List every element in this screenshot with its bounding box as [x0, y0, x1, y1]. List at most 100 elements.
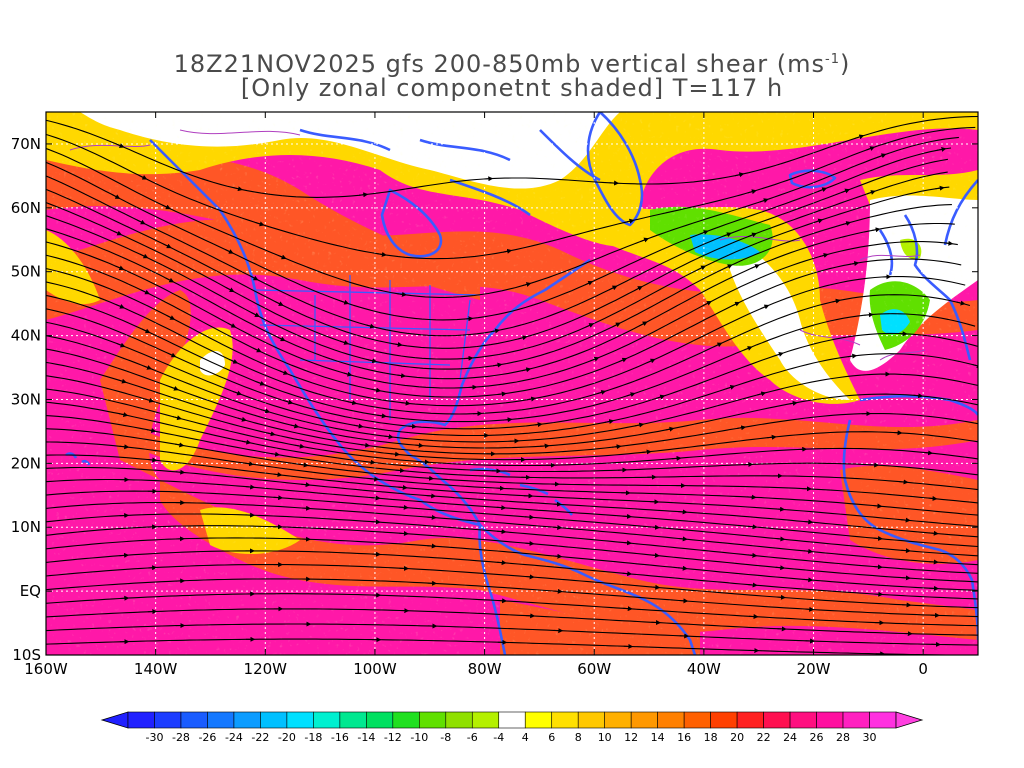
- streamline-arrow: [552, 524, 563, 530]
- streamline-arrow: [775, 506, 786, 512]
- colorbar-swatch: [498, 711, 526, 729]
- streamline-arrow: [731, 301, 741, 307]
- streamline-arrow: [272, 472, 283, 478]
- streamline-arrow: [650, 584, 661, 590]
- streamline-arrow: [866, 190, 876, 195]
- streamline-arrow: [463, 355, 474, 361]
- streamline: [46, 281, 971, 415]
- streamline-arrow: [256, 380, 266, 386]
- streamline-arrow: [279, 370, 289, 375]
- streamline-arrow: [270, 451, 281, 457]
- lon-tick-label: 40W: [687, 660, 721, 678]
- colorbar-label: 28: [836, 731, 850, 744]
- streamline-arrow: [672, 455, 682, 461]
- streamline-arrow: [111, 193, 121, 199]
- colorbar-swatch: [260, 711, 288, 729]
- colorbar-label: -20: [278, 731, 296, 744]
- colorbar-label: 14: [651, 731, 665, 744]
- streamline-arrow: [251, 312, 260, 317]
- lon-tick-label: 80W: [468, 660, 502, 678]
- streamline-arrow: [360, 442, 371, 448]
- streamline-arrow: [929, 530, 939, 536]
- colorbar-swatch: [816, 711, 844, 729]
- streamline-arrow: [748, 232, 758, 238]
- streamline-arrow: [788, 400, 798, 406]
- colorbar-swatch: [842, 711, 870, 729]
- colorbar-low-arrow: [100, 711, 129, 729]
- streamline: [46, 501, 978, 566]
- streamline-arrow: [162, 243, 172, 249]
- streamline-arrow: [115, 143, 125, 148]
- colorbar-label: 20: [730, 731, 744, 744]
- streamline-arrow: [634, 286, 643, 292]
- streamline-arrow: [414, 442, 424, 448]
- streamline: [46, 115, 978, 198]
- streamline-arrow: [401, 400, 411, 406]
- streamline-arrow: [748, 582, 758, 588]
- streamline-arrow: [144, 397, 155, 403]
- streamline: [46, 308, 978, 430]
- streamline-arrow: [841, 188, 851, 194]
- streamline-arrow: [393, 342, 403, 347]
- streamline-arrow: [751, 264, 760, 269]
- streamline-arrow: [524, 514, 535, 520]
- streamline-arrow: [697, 265, 707, 271]
- streamline-arrow: [119, 552, 130, 558]
- colorbar-swatch: [710, 711, 738, 729]
- streamline: [46, 513, 978, 574]
- streamline-arrow: [119, 444, 130, 450]
- title-line-1-close: ): [840, 50, 851, 78]
- lon-tick-label: 120W: [244, 660, 288, 678]
- colorbar-label: -30: [145, 731, 163, 744]
- streamline-arrow: [972, 363, 978, 369]
- streamline-arrow: [427, 543, 437, 549]
- colorbar-label: -16: [331, 731, 349, 744]
- streamline-arrow: [224, 249, 234, 254]
- streamline-arrow: [463, 316, 474, 322]
- streamline-arrow: [604, 419, 615, 424]
- streamline-arrow: [273, 495, 284, 501]
- streamline-arrow: [427, 514, 437, 520]
- streamline-arrow: [767, 434, 777, 440]
- streamline-arrow: [736, 425, 747, 431]
- streamline-arrow: [299, 462, 309, 468]
- streamline-arrow: [407, 423, 417, 429]
- colorbar-swatch: [630, 711, 658, 729]
- streamline-arrow: [502, 248, 513, 254]
- colorbar-label: 22: [757, 731, 771, 744]
- streamline-arrow: [841, 221, 852, 226]
- streamline-arrow: [804, 606, 815, 612]
- colorbar-label: 26: [810, 731, 824, 744]
- colorbar-swatch: [286, 711, 314, 729]
- streamline-arrow: [847, 353, 858, 359]
- contour-lines: [69, 129, 926, 361]
- streamline-arrow: [873, 564, 883, 570]
- streamline-arrow: [747, 189, 757, 195]
- lon-tick-label: 160W: [24, 660, 68, 678]
- streamline-arrow: [935, 185, 945, 191]
- colorbar-swatch: [180, 711, 208, 729]
- streamline: [46, 638, 978, 655]
- colorbar-label: -18: [304, 731, 322, 744]
- streamline-arrow: [650, 524, 660, 530]
- streamline-arrow: [295, 443, 305, 449]
- streamline-arrow: [756, 391, 767, 397]
- colorbar-label: -10: [410, 731, 428, 744]
- lat-tick-label: 10N: [11, 518, 41, 536]
- streamline-arrow: [646, 358, 656, 364]
- streamline-arrow: [722, 232, 732, 238]
- streamline-arrow: [167, 352, 177, 358]
- colorbar-label: -26: [198, 731, 216, 744]
- streamline: [46, 268, 966, 407]
- colorbar-label: -6: [467, 731, 478, 744]
- streamline-arrow: [871, 227, 881, 233]
- streamline-arrow: [113, 230, 123, 236]
- streamline: [46, 608, 978, 636]
- colorbar-swatch: [445, 711, 473, 729]
- streamline-arrow: [927, 495, 938, 501]
- streamline-arrow: [873, 535, 883, 541]
- streamline-arrow: [115, 265, 125, 271]
- map-frame: [45, 111, 979, 656]
- streamline: [46, 222, 955, 380]
